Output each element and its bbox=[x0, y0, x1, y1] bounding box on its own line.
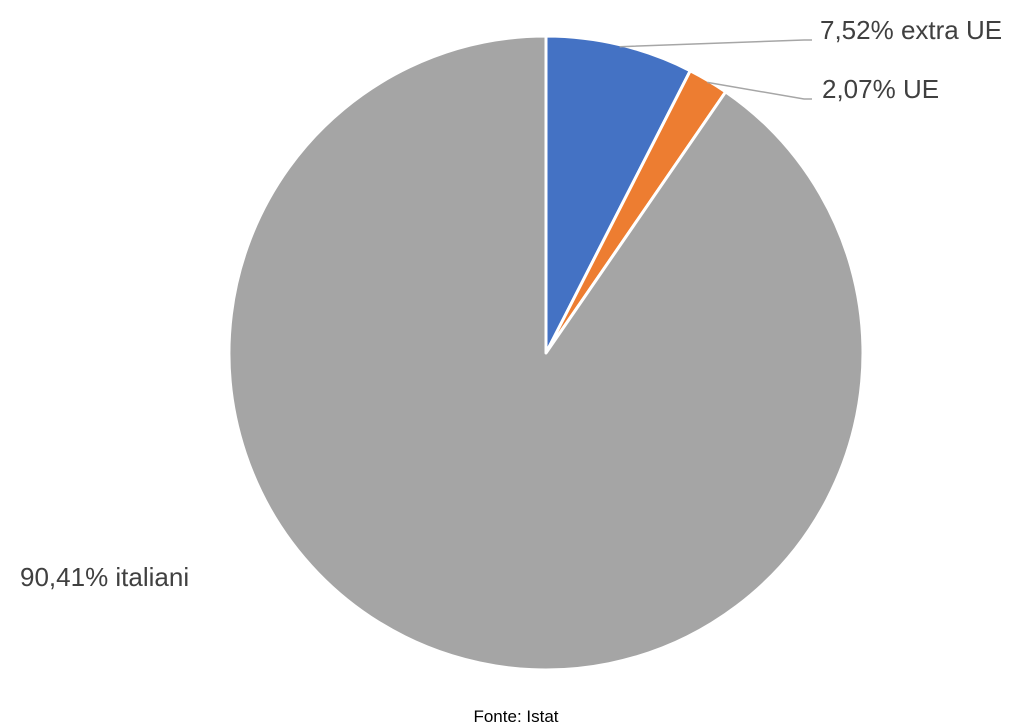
leader-lines bbox=[619, 39, 812, 100]
slice-label-extra-ue: 7,52% extra UE bbox=[820, 15, 1002, 45]
pie-slices bbox=[227, 34, 865, 672]
leader-line-extra-ue bbox=[619, 39, 812, 48]
slice-label-italiani: 90,41% italiani bbox=[20, 562, 189, 592]
source-note: Fonte: Istat bbox=[473, 707, 558, 726]
slice-label-ue: 2,07% UE bbox=[822, 74, 939, 104]
leader-line-ue bbox=[707, 81, 812, 100]
pie-slice-extra-ue bbox=[544, 34, 692, 355]
pie-slice-italiani bbox=[227, 34, 865, 672]
